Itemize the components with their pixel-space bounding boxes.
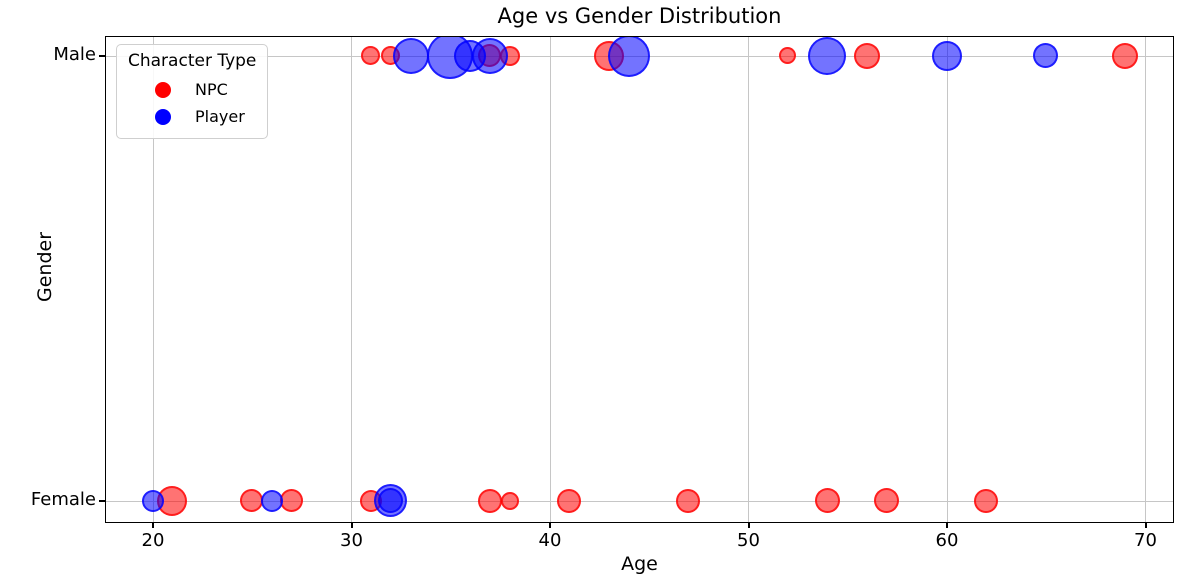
legend-item-label: NPC bbox=[195, 80, 228, 99]
data-point-player-female-26 bbox=[260, 489, 283, 512]
x-axis-tick-label: 20 bbox=[141, 530, 165, 551]
x-axis-tick-label: 30 bbox=[340, 530, 363, 551]
legend-item-label: Player bbox=[195, 107, 245, 126]
gridline-horizontal bbox=[106, 500, 1173, 502]
data-point-npc-male-69 bbox=[1112, 42, 1139, 69]
y-axis-tick bbox=[99, 500, 105, 502]
data-point-player-male-37 bbox=[471, 37, 508, 74]
x-axis-tick-label: 50 bbox=[737, 530, 760, 551]
gridline-vertical bbox=[748, 37, 749, 522]
data-point-npc-female-54 bbox=[814, 488, 840, 513]
x-axis-tick bbox=[549, 523, 551, 528]
gridline-vertical bbox=[549, 37, 551, 522]
data-point-player-male-44 bbox=[607, 37, 650, 77]
data-point-npc-female-41 bbox=[557, 488, 582, 513]
data-point-npc-male-56 bbox=[854, 42, 881, 69]
legend-title: Character Type bbox=[128, 51, 257, 71]
y-axis-label: Gender bbox=[34, 231, 56, 302]
data-point-npc-female-38 bbox=[500, 491, 519, 510]
y-axis-tick-label: Female bbox=[30, 489, 96, 510]
data-point-npc-female-27 bbox=[279, 489, 303, 512]
data-point-player-male-60 bbox=[931, 40, 962, 71]
data-point-player-female-32 bbox=[378, 488, 404, 513]
legend: Character Type NPC Player bbox=[116, 44, 268, 139]
x-axis-tick-label: 40 bbox=[538, 530, 562, 551]
x-axis-tick-label: 70 bbox=[1134, 530, 1157, 551]
y-axis-tick-label: Male bbox=[53, 44, 96, 65]
gridline-vertical bbox=[1145, 37, 1146, 522]
x-axis-tick bbox=[1144, 523, 1147, 528]
x-axis-tick bbox=[350, 523, 353, 528]
data-point-player-male-54 bbox=[808, 37, 847, 75]
gridline-vertical bbox=[351, 37, 352, 522]
data-point-npc-female-62 bbox=[974, 488, 999, 513]
npc-marker-icon bbox=[155, 81, 171, 98]
data-point-npc-female-25 bbox=[240, 489, 264, 512]
data-point-npc-male-52 bbox=[779, 47, 797, 64]
data-point-player-male-65 bbox=[1033, 43, 1059, 68]
data-point-npc-female-47 bbox=[676, 488, 701, 513]
legend-item-player: Player bbox=[125, 103, 259, 130]
gridline-vertical bbox=[946, 37, 948, 522]
data-point-npc-female-57 bbox=[874, 488, 900, 513]
chart-title: Age vs Gender Distribution bbox=[497, 4, 782, 28]
x-axis-tick bbox=[152, 523, 154, 528]
plot-area: Character Type NPC Player bbox=[105, 36, 1174, 523]
data-point-npc-female-37 bbox=[477, 488, 502, 513]
data-point-player-male-33 bbox=[392, 37, 429, 74]
x-axis-label: Age bbox=[621, 553, 658, 575]
y-axis-tick bbox=[99, 55, 105, 57]
gridline-vertical bbox=[152, 37, 154, 522]
x-axis-tick bbox=[946, 523, 948, 528]
player-marker-icon bbox=[155, 108, 171, 125]
legend-item-npc: NPC bbox=[125, 76, 259, 103]
x-axis-tick-label: 60 bbox=[935, 530, 959, 551]
x-axis-tick bbox=[747, 523, 750, 528]
data-point-npc-male-31 bbox=[361, 46, 381, 65]
data-point-player-female-20 bbox=[141, 489, 164, 512]
